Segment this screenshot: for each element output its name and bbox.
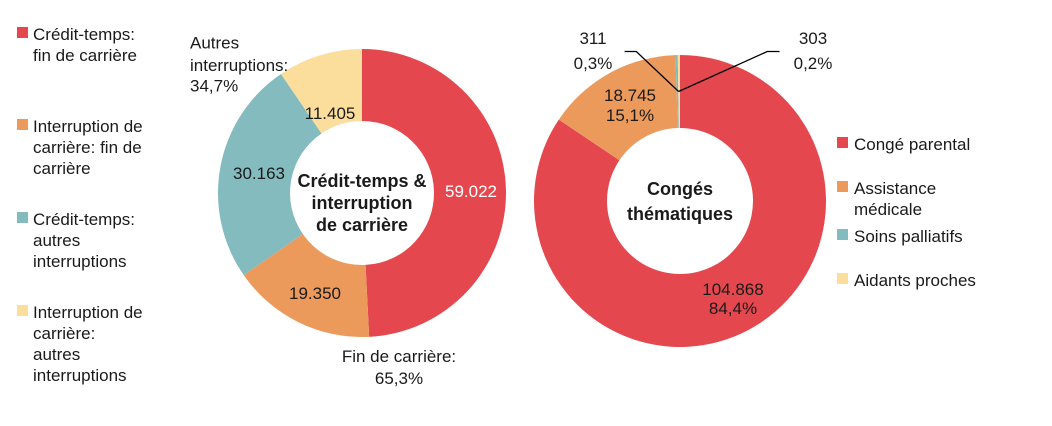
svg-text:0,3%: 0,3% <box>574 54 613 73</box>
svg-text:311: 311 <box>579 29 606 48</box>
svg-text:65,3%: 65,3% <box>375 369 423 388</box>
svg-text:Soins palliatifs: Soins palliatifs <box>854 227 963 246</box>
svg-text:Fin de carrière:: Fin de carrière: <box>342 347 456 366</box>
svg-text:carrière: fin de: carrière: fin de <box>33 138 142 157</box>
svg-text:carrière:: carrière: <box>33 324 95 343</box>
svg-text:30.163: 30.163 <box>233 164 285 183</box>
svg-text:autres: autres <box>33 231 80 250</box>
svg-text:de carrière: de carrière <box>316 215 408 235</box>
svg-text:0,2%: 0,2% <box>794 54 833 73</box>
svg-text:Congé parental: Congé parental <box>854 135 970 154</box>
svg-text:Crédit-temps &: Crédit-temps & <box>297 171 426 191</box>
svg-text:fin de carrière: fin de carrière <box>33 46 137 65</box>
svg-text:interruptions:: interruptions: <box>190 56 288 75</box>
svg-text:303: 303 <box>799 29 827 48</box>
svg-text:Crédit-temps:: Crédit-temps: <box>33 210 135 229</box>
svg-text:18.745: 18.745 <box>604 86 656 105</box>
svg-text:Assistance: Assistance <box>854 179 936 198</box>
svg-text:19.350: 19.350 <box>289 284 341 303</box>
svg-text:Interruption de: Interruption de <box>33 117 143 136</box>
svg-text:59.022: 59.022 <box>445 182 497 201</box>
svg-text:15,1%: 15,1% <box>606 106 654 125</box>
svg-text:interruption: interruption <box>312 193 413 213</box>
svg-text:autres: autres <box>33 345 80 364</box>
svg-text:médicale: médicale <box>854 200 922 219</box>
svg-text:Congés: Congés <box>647 179 713 199</box>
svg-text:Aidants proches: Aidants proches <box>854 271 976 290</box>
svg-text:11.405: 11.405 <box>305 104 356 123</box>
svg-text:Autres: Autres <box>190 34 239 53</box>
svg-text:interruptions: interruptions <box>33 252 127 271</box>
svg-text:Interruption de: Interruption de <box>33 303 143 322</box>
svg-text:84,4%: 84,4% <box>709 299 757 318</box>
svg-text:interruptions: interruptions <box>33 366 127 385</box>
svg-text:Crédit-temps:: Crédit-temps: <box>33 25 135 44</box>
svg-text:34,7%: 34,7% <box>190 77 238 96</box>
svg-text:104.868: 104.868 <box>702 280 763 299</box>
svg-text:carrière: carrière <box>33 159 91 178</box>
svg-text:thématiques: thématiques <box>627 204 733 224</box>
